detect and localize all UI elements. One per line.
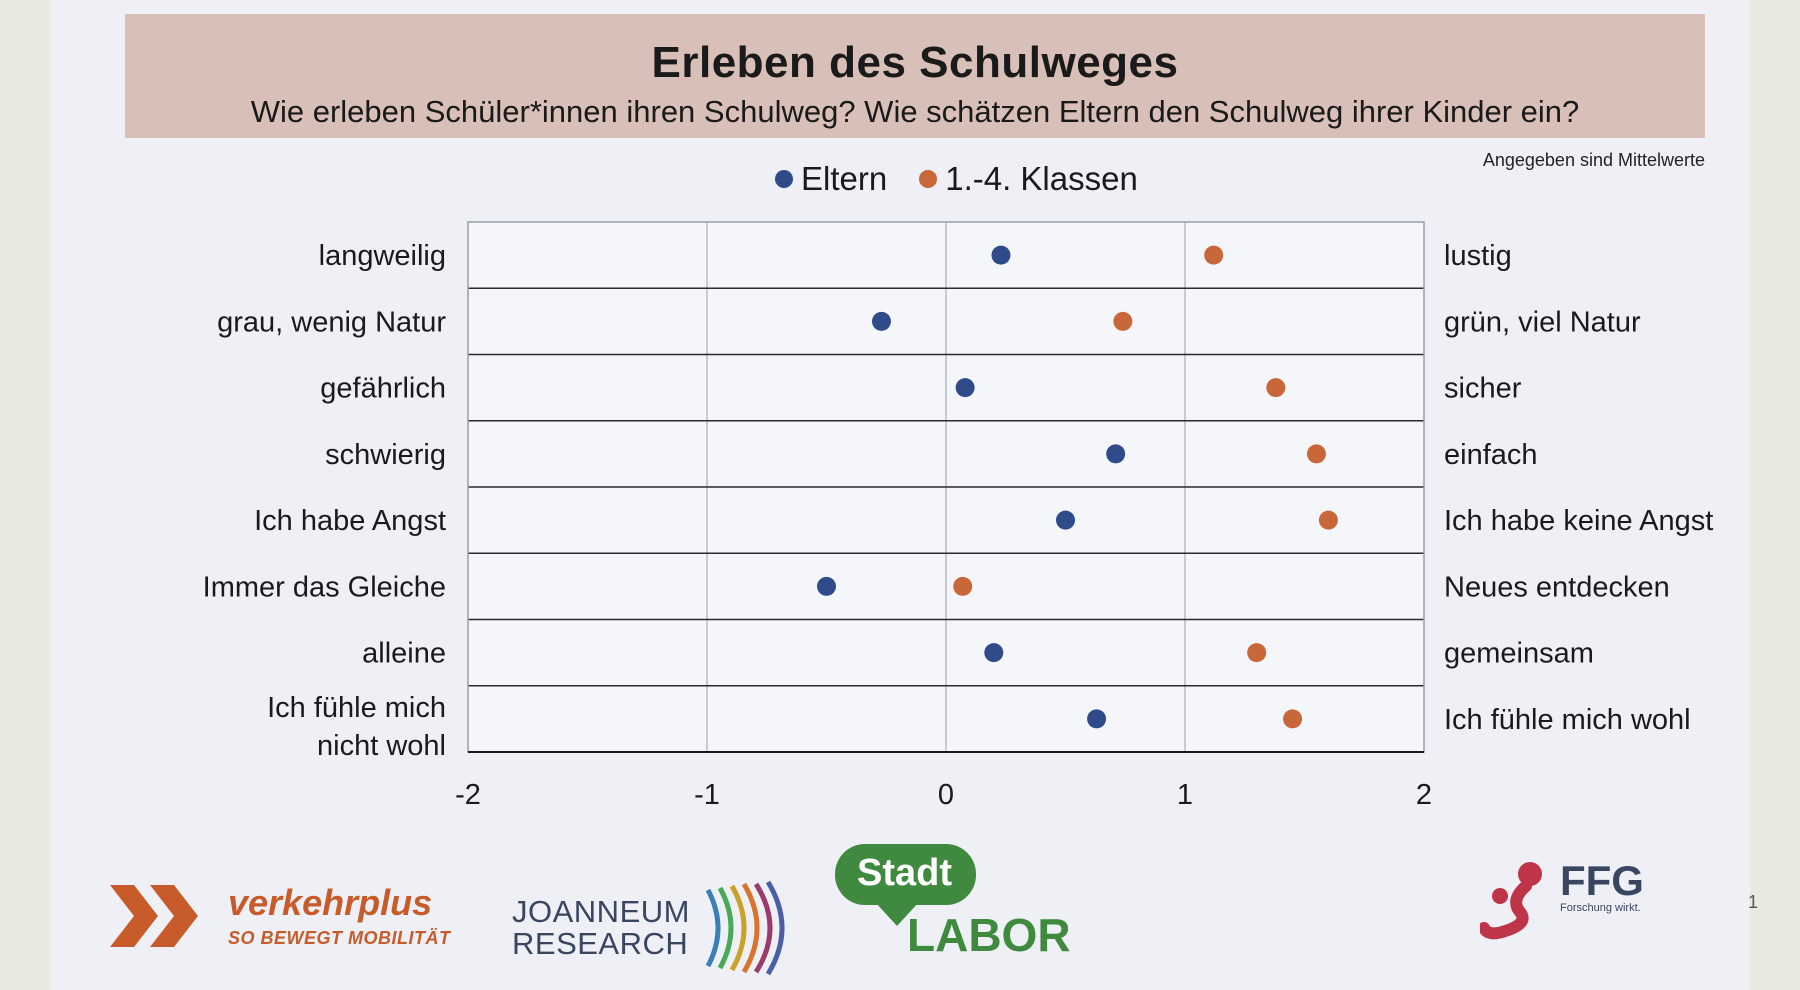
data-point-klassen xyxy=(1247,643,1267,663)
page-number: 1 xyxy=(1748,892,1759,912)
ffg-tagline: Forschung wirkt. xyxy=(1560,902,1641,914)
data-point-eltern xyxy=(984,643,1004,663)
data-point-eltern xyxy=(1106,444,1126,464)
joanneum-line2: RESEARCH xyxy=(512,926,689,961)
semantic-differential-chart: langweilig grau, wenig Natur gefährlich sch… xyxy=(203,221,1713,811)
chart-subtitle: Wie erleben Schüler*innen ihren Schulweg… xyxy=(250,94,1580,129)
legend-item-klassen: 1.-4. Klassen xyxy=(919,160,1138,198)
left-pole-label: Immer das Gleiche xyxy=(203,571,446,603)
x-tick-label: 1 xyxy=(1177,779,1193,811)
data-point-klassen xyxy=(1204,245,1224,265)
x-tick-label: -2 xyxy=(455,779,481,811)
left-pole-label: Ich fühle mich nicht wohl xyxy=(267,692,446,762)
title-band: Erleben des Schulweges Wie erleben Schül… xyxy=(125,14,1705,138)
data-point-eltern xyxy=(1087,709,1107,729)
data-point-eltern xyxy=(1056,510,1075,530)
data-point-eltern xyxy=(991,245,1011,265)
data-point-klassen xyxy=(1283,709,1303,729)
ffg-mark-icon xyxy=(1480,862,1542,940)
verkehrplus-name: verkehrplus xyxy=(228,882,433,923)
x-tick-label: 2 xyxy=(1416,779,1432,811)
right-pole-label: einfach xyxy=(1444,439,1538,471)
right-pole-label: Ich fühle mich wohl xyxy=(1444,704,1691,736)
legend-item-eltern: Eltern xyxy=(775,160,887,198)
logo-footer: verkehrplus SO BEWEGT MOBILITÄT JOANNEUM… xyxy=(0,840,1800,990)
left-pole-label: alleine xyxy=(362,638,446,670)
right-pole-label: grün, viel Natur xyxy=(1444,306,1641,338)
legend: Eltern 1.-4. Klassen xyxy=(775,160,1138,198)
left-pole-label: schwierig xyxy=(325,439,446,471)
data-point-klassen xyxy=(953,576,973,596)
right-pole-label: sicher xyxy=(1444,373,1522,405)
rainbow-arcs-icon xyxy=(705,880,785,976)
left-pole-label: gefährlich xyxy=(320,373,446,405)
data-point-eltern xyxy=(817,576,836,596)
data-point-klassen xyxy=(1266,378,1286,398)
stadtlabor-logo: Stadt LABOR xyxy=(835,844,1071,961)
mean-values-note: Angegeben sind Mittelwerte xyxy=(1482,150,1705,170)
legend-dot-eltern xyxy=(775,170,793,188)
chart-title: Erleben des Schulweges xyxy=(651,38,1179,87)
right-pole-label: gemeinsam xyxy=(1444,638,1594,670)
data-point-eltern xyxy=(955,378,975,398)
legend-label-eltern: Eltern xyxy=(801,160,888,197)
speech-bubble-tail-icon xyxy=(875,902,919,926)
ffg-logo: FFG Forschung wirkt. xyxy=(1480,860,1644,940)
joanneum-line1: JOANNEUM xyxy=(512,894,690,929)
verkehrplus-logo: verkehrplus SO BEWEGT MOBILITÄT xyxy=(110,882,451,949)
left-pole-label: grau, wenig Natur xyxy=(217,306,446,338)
stadtlabor-bubble: Stadt xyxy=(835,844,976,905)
right-pole-label: lustig xyxy=(1444,240,1512,272)
data-point-eltern xyxy=(871,311,891,331)
left-pole-label: Ich habe Angst xyxy=(254,505,446,537)
right-pole-label: Ich habe keine Angst xyxy=(1444,505,1713,537)
data-point-klassen xyxy=(1113,311,1133,331)
left-pole-label: langweilig xyxy=(319,240,446,272)
ffg-name: FFG xyxy=(1560,857,1644,904)
right-pole-label: Neues entdecken xyxy=(1444,571,1670,603)
joanneum-research-logo: JOANNEUM RESEARCH xyxy=(512,880,798,976)
x-tick-label: -1 xyxy=(694,779,720,811)
stadtlabor-labor: LABOR xyxy=(907,909,1071,961)
legend-label-klassen: 1.-4. Klassen xyxy=(945,160,1138,197)
double-chevron-icon xyxy=(110,884,198,947)
legend-dot-klassen xyxy=(919,170,938,188)
data-point-klassen xyxy=(1318,510,1338,530)
data-point-klassen xyxy=(1306,444,1326,464)
x-tick-label: 0 xyxy=(938,779,954,811)
verkehrplus-tagline: SO BEWEGT MOBILITÄT xyxy=(228,928,451,948)
